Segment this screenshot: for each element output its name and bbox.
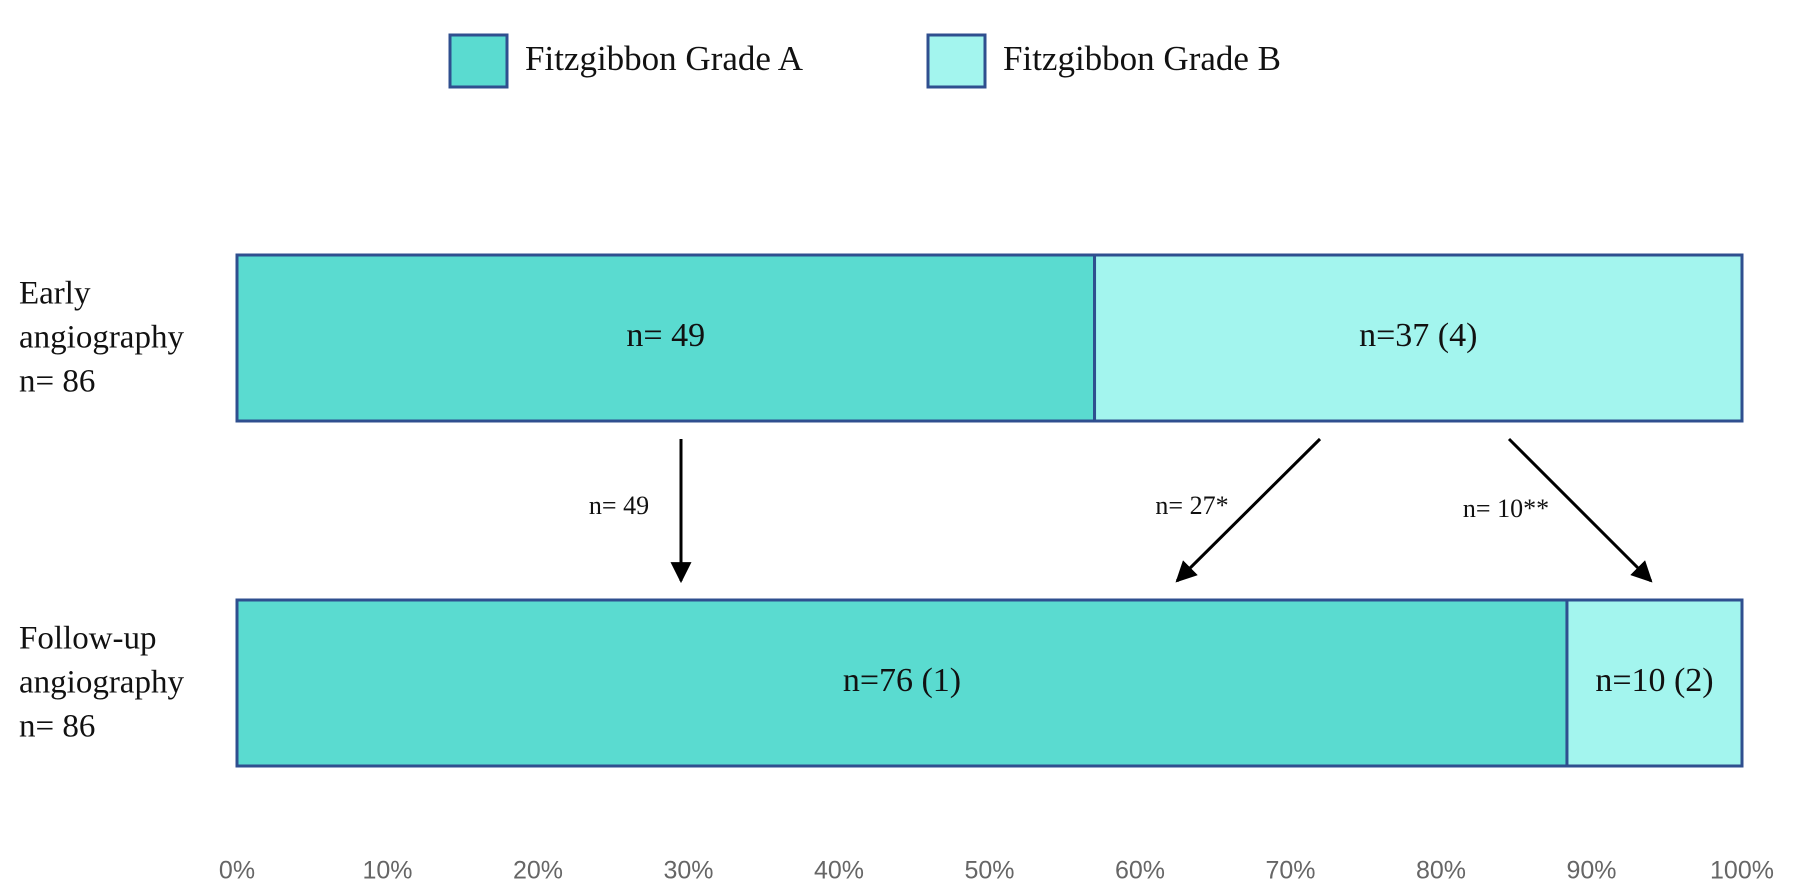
segment-label: n=10 (2) <box>1595 662 1713 699</box>
legend-label: Fitzgibbon Grade A <box>525 39 804 78</box>
bar-segment <box>1093 253 1744 423</box>
arrow <box>1507 437 1653 583</box>
legend-label: Fitzgibbon Grade B <box>1003 39 1281 78</box>
segment-label: n=37 (4) <box>1359 317 1477 354</box>
segment-label: n=76 (1) <box>843 662 961 699</box>
x-tick-label: 40% <box>814 857 864 885</box>
x-tick-label: 10% <box>362 857 412 885</box>
arrow <box>1175 437 1322 583</box>
annotation: n= 27* <box>1155 491 1228 520</box>
row-label: angiography <box>19 665 184 701</box>
row-label: n= 86 <box>19 364 95 400</box>
row-label: n= 86 <box>19 709 95 745</box>
x-tick-label: 90% <box>1566 857 1616 885</box>
arrows <box>670 437 1653 584</box>
row-label: angiography <box>19 320 184 356</box>
x-tick-label: 30% <box>663 857 713 885</box>
row-label: Follow-up <box>19 621 157 657</box>
bar-segment <box>1565 598 1744 768</box>
annotation: n= 10** <box>1463 494 1549 523</box>
bar-segment <box>235 253 1097 423</box>
row-label: Early <box>19 276 91 312</box>
annotation: n= 49 <box>589 491 649 520</box>
x-tick-label: 70% <box>1265 857 1315 885</box>
legend-swatch <box>448 33 509 89</box>
x-tick-label: 50% <box>964 857 1014 885</box>
x-tick-label: 60% <box>1115 857 1165 885</box>
x-tick-label: 100% <box>1710 857 1774 885</box>
x-tick-label: 80% <box>1416 857 1466 885</box>
segment-label: n= 49 <box>626 317 705 354</box>
legend-swatch <box>926 33 987 89</box>
x-tick-label: 0% <box>219 857 255 885</box>
x-tick-label: 20% <box>513 857 563 885</box>
bar-segment <box>235 598 1569 768</box>
